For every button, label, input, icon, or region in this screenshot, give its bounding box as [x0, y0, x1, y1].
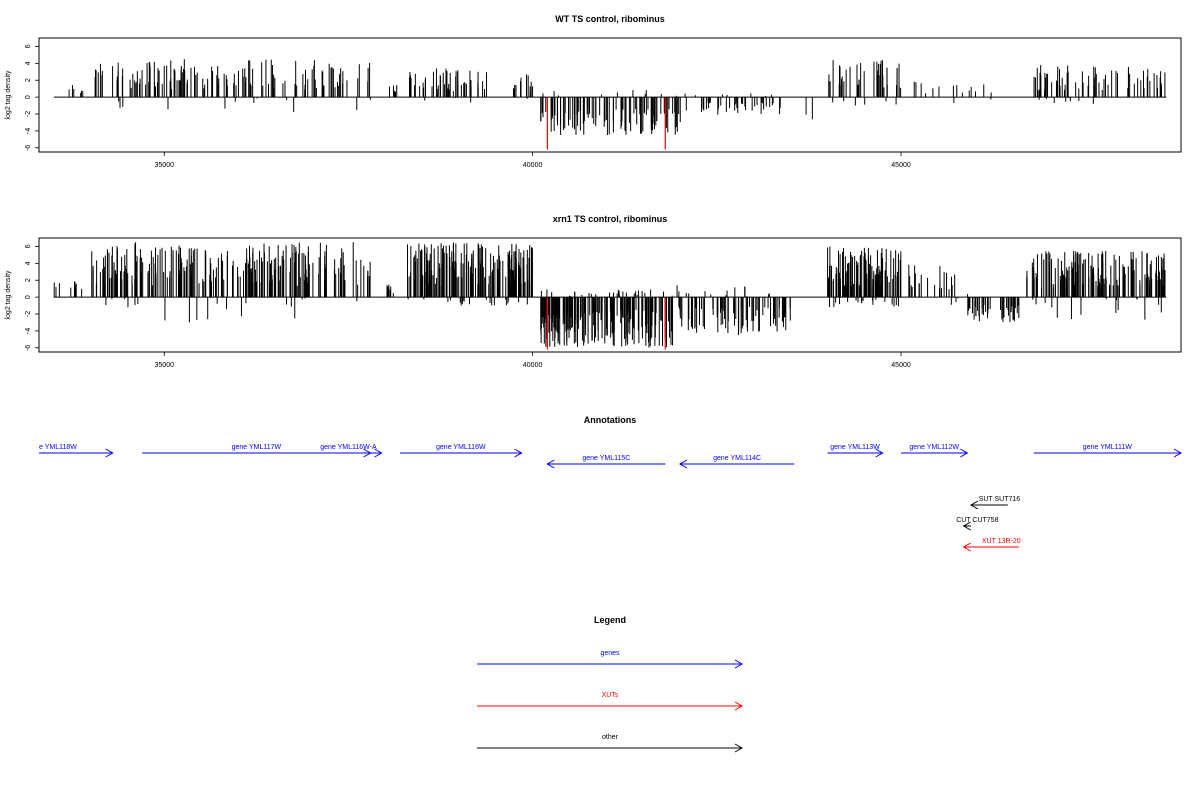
feature-label: XUT 13R-20	[982, 538, 1021, 545]
feature-label: gene YML111W	[1083, 444, 1132, 451]
legend-arrowhead	[734, 743, 744, 753]
legend-label: XUTs	[602, 692, 619, 699]
signal-bars	[68, 59, 1166, 136]
chart-panel-1: WT TS control, ribominus -6 -4 -2 0 2 4 6 log2 t…	[5, 14, 1182, 169]
x-tick-label: 35000	[155, 162, 175, 169]
plot-frame	[38, 37, 1182, 153]
legend-title: Legend	[594, 615, 626, 625]
annotation-feature: gene YML115C	[546, 455, 666, 469]
signal-bars	[53, 242, 1166, 348]
chart-panel-2: xrn1 TS control, ribominus -6 -4 -2 0 2 4 6 log2…	[5, 214, 1182, 369]
legend-entry: other	[477, 734, 744, 753]
x-tick-label: 45000	[891, 362, 911, 369]
legend-arrowhead	[734, 701, 744, 711]
chart-title: WT TS control, ribominus	[555, 14, 665, 24]
y-tick-label: 0	[25, 95, 32, 99]
annotation-feature: gene YML116W	[400, 444, 523, 458]
y-tick-label: 6	[25, 44, 32, 48]
y-tick-label: -6	[25, 145, 32, 151]
feature-label: gene YML114C	[713, 455, 761, 462]
feature-label: SUT SUT716	[979, 496, 1021, 503]
feature-arrowhead	[546, 459, 555, 469]
feature-arrowhead	[514, 448, 523, 458]
y-tick-label: -4	[25, 328, 32, 334]
feature-label: gene YML116W-A	[320, 444, 377, 451]
y-tick-label: -4	[25, 128, 32, 134]
feature-label: gene YML112W	[909, 444, 959, 451]
feature-label: CUT CUT758	[956, 517, 998, 524]
y-tick-label: 4	[25, 261, 32, 265]
y-axis-label: log2 tag density	[5, 70, 12, 120]
y-tick-label: 2	[25, 78, 32, 82]
feature-arrowhead	[105, 448, 114, 458]
y-tick-label: 4	[25, 61, 32, 65]
annotation-feature: e YML118W	[39, 444, 114, 458]
annotation-feature: gene YML114C	[678, 455, 795, 469]
feature-arrowhead	[962, 521, 971, 531]
feature-arrowhead	[960, 448, 969, 458]
annotation-feature: CUT CUT758	[956, 517, 999, 531]
feature-arrowhead	[678, 459, 688, 469]
legend-label: genes	[600, 650, 620, 657]
legend-entry: XUTs	[477, 692, 744, 711]
plot-frame	[38, 237, 1182, 353]
feature-arrowhead	[875, 448, 884, 458]
annotations-track: Annotations e YML118W gene YML117W gene YML…	[39, 415, 1183, 552]
y-tick-label: -2	[25, 311, 32, 317]
legend-arrowhead	[734, 659, 744, 669]
feature-arrowhead	[1173, 448, 1183, 458]
annotation-feature: gene YML111W	[1033, 444, 1183, 458]
feature-arrowhead	[962, 542, 971, 552]
feature-arrowhead	[374, 448, 383, 458]
x-tick-label: 40000	[523, 362, 543, 369]
annotation-feature: SUT SUT716	[970, 496, 1021, 510]
annotation-feature: XUT 13R-20	[962, 538, 1021, 552]
annotation-feature: gene YML113W	[827, 444, 884, 458]
legend-label: other	[602, 734, 619, 741]
y-axis-label: log2 tag density	[5, 270, 12, 320]
x-tick-label: 35000	[155, 362, 175, 369]
feature-label: gene YML113W	[830, 444, 880, 451]
x-tick-label: 40000	[523, 162, 543, 169]
legend: Legend genes XUTs other	[477, 615, 744, 753]
y-tick-label: 6	[25, 244, 32, 248]
annotations-title: Annotations	[584, 415, 637, 425]
y-tick-label: 0	[25, 295, 32, 299]
annotation-feature: gene YML112W	[901, 444, 969, 458]
legend-entry: genes	[477, 650, 744, 669]
feature-label: gene YML117W	[232, 444, 282, 451]
y-tick-label: -2	[25, 111, 32, 117]
feature-label: gene YML116W	[436, 444, 486, 451]
feature-arrowhead	[970, 500, 979, 510]
feature-label: gene YML115C	[582, 455, 630, 462]
annotation-feature: gene YML116W-A	[320, 444, 383, 458]
y-tick-label: -6	[25, 345, 32, 351]
x-tick-label: 45000	[891, 162, 911, 169]
chart-title: xrn1 TS control, ribominus	[553, 214, 668, 224]
feature-label: e YML118W	[39, 444, 77, 451]
y-tick-label: 2	[25, 278, 32, 282]
